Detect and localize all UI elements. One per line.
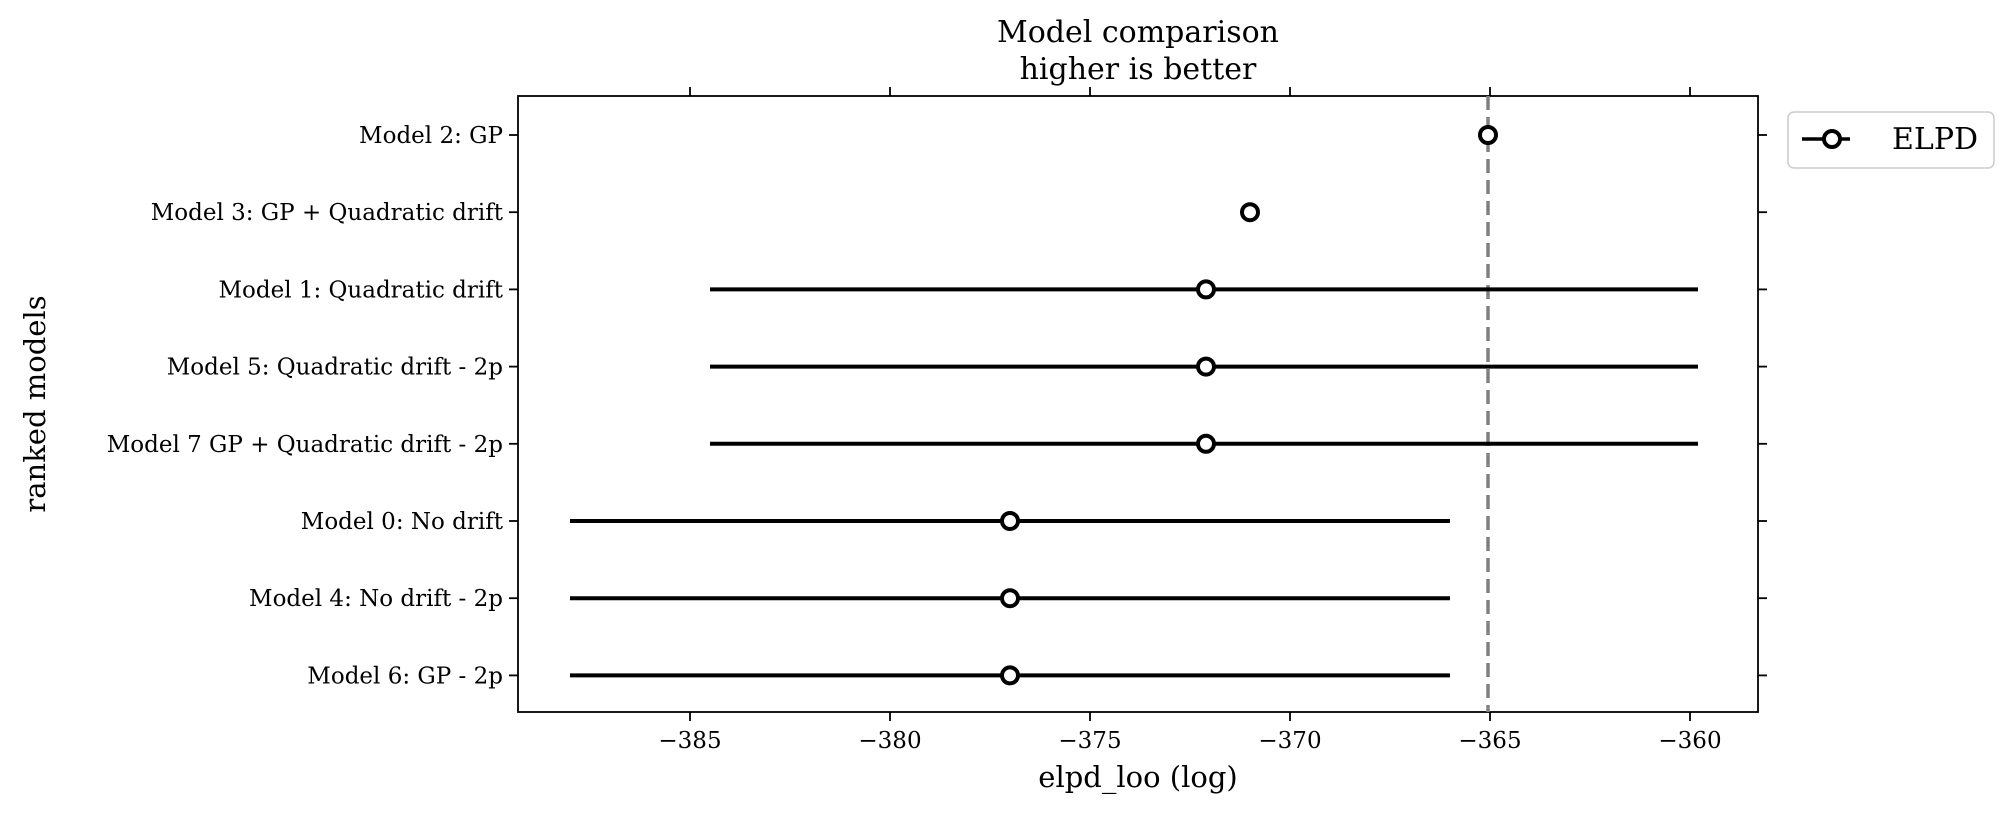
elpd-point — [1000, 511, 1020, 531]
x-tick-label: −365 — [1458, 728, 1521, 754]
elpd-point — [1478, 125, 1498, 145]
y-tick-label: Model 2: GP — [359, 123, 503, 149]
elpd-point — [1196, 433, 1216, 454]
legend: ELPD — [1787, 111, 1995, 169]
x-tick-label: −360 — [1658, 728, 1721, 754]
elpd-point — [1000, 588, 1020, 609]
y-axis-label: ranked models — [18, 295, 52, 512]
y-tick-label: Model 4: No drift - 2p — [249, 586, 503, 612]
y-tick-label: Model 1: Quadratic drift — [218, 277, 503, 303]
axis-ticks — [509, 87, 1767, 721]
legend-box — [1787, 111, 1995, 169]
y-tick-label: Model 3: GP + Quadratic drift — [151, 200, 504, 226]
elpd-point — [1196, 356, 1216, 377]
x-tick-label: −380 — [858, 728, 921, 754]
y-tick-label: Model 0: No drift — [301, 509, 504, 535]
x-tick-labels: −385 −380 −375 −370 −365 −360 — [658, 728, 1721, 754]
x-axis-label: elpd_loo (log) — [1038, 760, 1237, 795]
y-tick-label: Model 6: GP - 2p — [307, 663, 503, 689]
legend-marker-icon — [1822, 129, 1842, 149]
data-points — [1000, 125, 1498, 686]
legend-label-elpd: ELPD — [1892, 122, 1978, 157]
x-tick-label: −370 — [1258, 728, 1321, 754]
plot-frame — [517, 95, 1759, 713]
elpd-point — [1000, 665, 1020, 686]
chart-title-line-2: higher is better — [1020, 52, 1257, 87]
x-tick-label: −385 — [658, 728, 721, 754]
chart-title-line-1: Model comparison — [997, 15, 1279, 50]
y-tick-label: Model 7 GP + Quadratic drift - 2p — [107, 432, 503, 458]
elpd-point — [1196, 279, 1216, 300]
elpd-point — [1240, 202, 1260, 223]
y-tick-labels: Model 2: GP Model 3: GP + Quadratic drift… — [107, 123, 504, 689]
error-bars — [570, 287, 1698, 678]
y-tick-label: Model 5: Quadratic drift - 2p — [167, 355, 503, 381]
x-tick-label: −375 — [1058, 728, 1121, 754]
